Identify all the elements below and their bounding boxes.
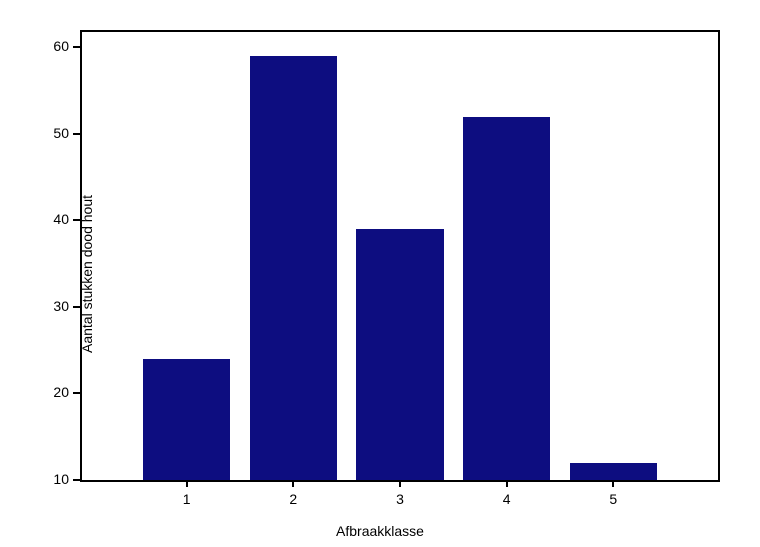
bar-4	[463, 117, 550, 480]
bar-5	[570, 463, 657, 480]
y-tick	[73, 46, 80, 48]
x-tick	[292, 480, 294, 487]
x-tick-label: 4	[487, 491, 527, 507]
y-tick-label: 50	[53, 125, 69, 141]
x-tick-label: 3	[380, 491, 420, 507]
y-tick-label: 20	[53, 384, 69, 400]
x-tick	[399, 480, 401, 487]
x-tick	[506, 480, 508, 487]
y-tick-label: 40	[53, 211, 69, 227]
y-axis	[80, 30, 82, 480]
x-tick-label: 5	[593, 491, 633, 507]
y-tick	[73, 479, 80, 481]
bar-2	[250, 56, 337, 480]
x-tick	[612, 480, 614, 487]
x-tick-label: 2	[273, 491, 313, 507]
y-tick	[73, 306, 80, 308]
y-tick	[73, 219, 80, 221]
x-axis-label: Afbraakklasse	[336, 523, 424, 539]
x-tick	[186, 480, 188, 487]
bar-3	[356, 229, 443, 480]
right-axis	[718, 30, 720, 482]
bar-1	[143, 359, 230, 480]
y-tick	[73, 392, 80, 394]
y-tick-label: 30	[53, 298, 69, 314]
y-tick-label: 60	[53, 38, 69, 54]
y-tick-label: 10	[53, 471, 69, 487]
bar-chart: Aantal stukken dood hout Afbraakklasse 1…	[0, 0, 760, 547]
top-axis	[80, 30, 720, 32]
y-tick	[73, 133, 80, 135]
x-tick-label: 1	[167, 491, 207, 507]
